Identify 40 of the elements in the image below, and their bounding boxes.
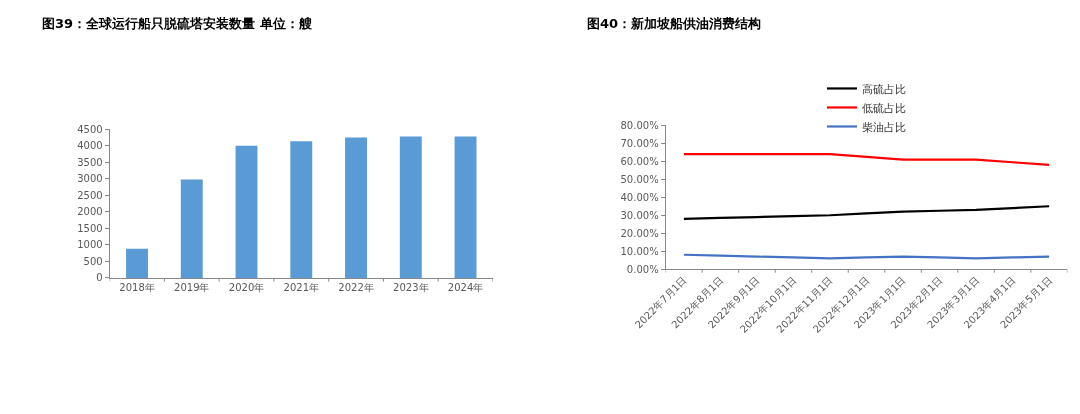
bar <box>454 136 477 278</box>
y-tick-label: 0 <box>96 272 103 284</box>
x-tick-label: 2024年 <box>447 281 484 293</box>
y-tick-label: 4500 <box>77 123 103 135</box>
legend-label: 高硫占比 <box>862 82 907 96</box>
y-tick-label: 70.00% <box>620 137 659 149</box>
bar <box>180 179 203 278</box>
x-tick-label: 2020年 <box>228 281 265 293</box>
y-tick-label: 0.00% <box>626 263 659 275</box>
y-tick-label: 30.00% <box>620 209 659 221</box>
chart-title: 图40：新加坡船供油消费结构 <box>587 16 762 31</box>
x-tick-label: 2022年 <box>338 281 374 293</box>
legend-label: 低硫占比 <box>862 101 907 115</box>
x-tick-label: 2021年 <box>283 281 320 293</box>
x-tick-label: 2023年 <box>393 281 429 293</box>
y-tick-label: 40.00% <box>620 191 659 203</box>
line-series <box>682 153 1051 167</box>
y-tick-label: 60.00% <box>620 155 659 167</box>
y-tick-label: 50.00% <box>620 173 659 185</box>
y-tick-label: 500 <box>83 255 103 267</box>
y-tick-label: 3000 <box>77 173 103 185</box>
bar <box>399 136 422 278</box>
bar <box>345 137 367 278</box>
bar <box>126 248 148 278</box>
y-tick-label: 1500 <box>77 222 103 234</box>
chart-title: 图39：全球运行船只脱硫塔安装数量 单位：艘 <box>42 16 312 31</box>
y-tick-label: 80.00% <box>620 119 659 131</box>
legend-label: 柴油占比 <box>862 120 907 134</box>
y-tick-label: 4000 <box>77 140 103 152</box>
y-tick-label: 2500 <box>77 189 103 201</box>
x-tick-label: 2018年 <box>119 281 155 293</box>
y-tick-label: 20.00% <box>620 227 659 239</box>
y-tick-label: 3500 <box>77 156 103 168</box>
bar <box>290 141 313 278</box>
x-tick-label: 2019年 <box>174 281 210 293</box>
line-series <box>682 205 1051 220</box>
y-tick-label: 2000 <box>77 206 103 218</box>
y-tick-label: 10.00% <box>620 245 659 257</box>
y-tick-label: 1000 <box>77 239 103 251</box>
bar <box>235 145 258 278</box>
